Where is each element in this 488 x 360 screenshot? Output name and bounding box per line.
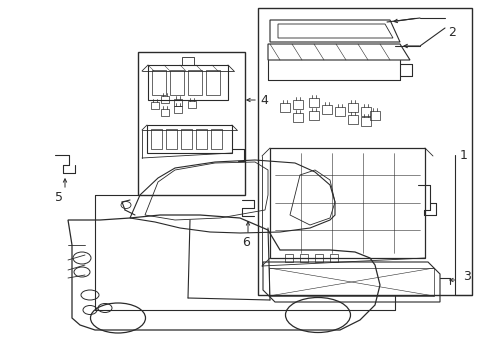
Bar [161,96,169,103]
Text: 2: 2 [447,26,455,39]
Bar [280,103,289,112]
Text: 6: 6 [242,235,249,248]
Bar [151,129,162,149]
Bar [360,117,370,126]
Bar [292,100,303,109]
Bar [308,111,318,120]
Bar [347,115,357,124]
Bar [152,70,165,95]
Bar [360,107,370,116]
Bar [269,148,424,258]
Bar [308,98,318,107]
Bar [285,254,292,262]
Bar [187,70,202,95]
Text: 3: 3 [462,270,470,284]
Bar [268,268,433,296]
Bar [334,107,345,116]
Text: 4: 4 [260,94,267,107]
Bar [369,111,379,120]
Bar [138,52,244,195]
Bar [151,102,159,109]
Bar [148,65,227,100]
Bar [174,99,182,106]
Bar [205,70,220,95]
Bar [299,254,307,262]
Text: 1: 1 [459,149,467,162]
Bar [187,101,196,108]
Bar [174,106,182,113]
Bar [329,254,337,262]
Bar [182,57,194,65]
Bar [147,125,231,153]
Bar [321,105,331,114]
Bar [170,70,183,95]
Text: 5: 5 [55,190,63,203]
Bar [196,129,206,149]
Bar [165,129,177,149]
Bar [347,103,357,112]
Bar [314,254,323,262]
Bar [292,113,303,122]
Bar [258,8,471,295]
Bar [210,129,222,149]
Bar [161,109,169,116]
Bar [181,129,192,149]
